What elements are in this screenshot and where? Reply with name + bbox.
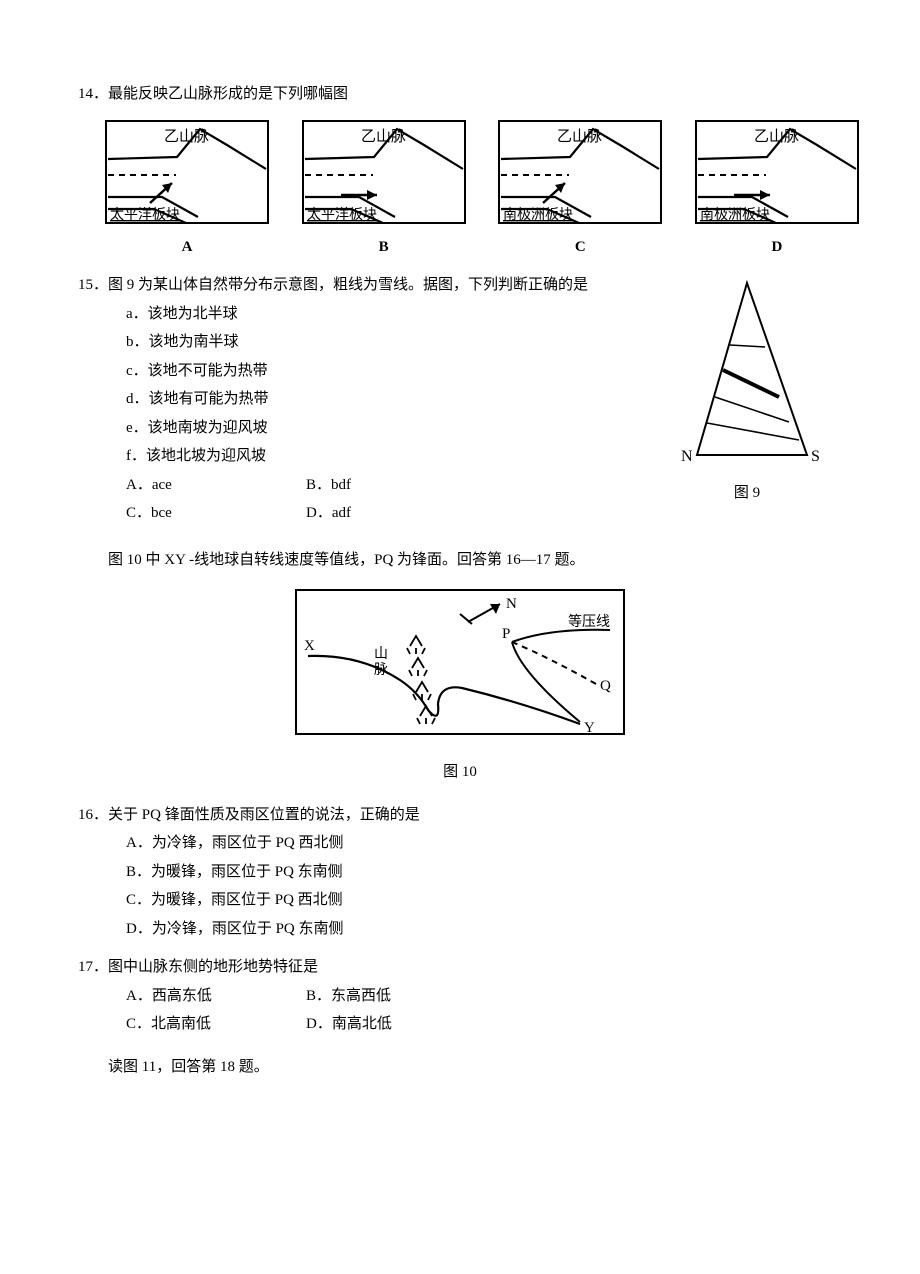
q15-sub-f: f．该地北坡为迎风坡	[126, 442, 652, 471]
fig10-q: Q	[600, 678, 611, 694]
q15-option-d: D．adf	[306, 499, 486, 528]
fig10-x: X	[304, 638, 315, 654]
fig10-caption: 图 10	[78, 758, 842, 787]
q14-fig-d: 乙山脉 南极洲板块 D	[692, 117, 862, 262]
q14-svg-d: 乙山脉 南极洲板块	[692, 117, 862, 227]
q14-option-c: C	[575, 233, 586, 262]
passage2-text: 读图 11，回答第 18 题。	[108, 1059, 269, 1075]
q16-stem: 16．关于 PQ 锋面性质及雨区位置的说法，正确的是	[78, 801, 842, 830]
fig10-n: N	[506, 596, 517, 612]
fig10-p: P	[502, 626, 510, 642]
q14-d-mountain-label: 乙山脉	[754, 128, 799, 145]
question-14: 14．最能反映乙山脉形成的是下列哪幅图 乙山脉 太平洋板块 A	[78, 80, 842, 261]
q14-stem: 14．最能反映乙山脉形成的是下列哪幅图	[78, 80, 842, 109]
q14-d-plate-label: 南极洲板块	[700, 207, 770, 223]
q15-stem: 15．图 9 为某山体自然带分布示意图，粗线为雪线。据图，下列判断正确的是	[78, 271, 652, 300]
q16-text: 关于 PQ 锋面性质及雨区位置的说法，正确的是	[108, 807, 420, 823]
q14-c-mountain-label: 乙山脉	[557, 128, 602, 145]
fig9-svg: N S	[667, 275, 827, 475]
q14-figure-row: 乙山脉 太平洋板块 A 乙山脉 太平洋板块 B	[102, 117, 862, 262]
q17-option-c: C．北高南低	[126, 1010, 306, 1039]
q16-option-a: A．为冷锋，雨区位于 PQ 西北侧	[126, 829, 842, 858]
q15-option-c: C．bce	[126, 499, 306, 528]
question-16: 16．关于 PQ 锋面性质及雨区位置的说法，正确的是 A．为冷锋，雨区位于 PQ…	[78, 801, 842, 944]
fig9-label-s: S	[811, 448, 820, 465]
figure-9: N S 图 9	[652, 275, 842, 508]
q17-options-row1: A．西高东低 B．东高西低	[78, 982, 842, 1011]
q14-svg-b: 乙山脉 太平洋板块	[299, 117, 469, 227]
figure-10: N X Y P Q 等压线 山 脉 图 10	[78, 584, 842, 787]
passage-fig11: 读图 11，回答第 18 题。	[108, 1053, 842, 1082]
fig10-mountains-icon	[407, 636, 435, 724]
q14-svg-a: 乙山脉 太平洋板块	[102, 117, 272, 227]
q17-stem: 17．图中山脉东侧的地形地势特征是	[78, 953, 842, 982]
fig10-svg: N X Y P Q 等压线 山 脉	[290, 584, 630, 754]
q16-number: 16．	[78, 807, 108, 823]
passage-fig10: 图 10 中 XY -线地球自转线速度等值线，PQ 为锋面。回答第 16—17 …	[108, 546, 842, 575]
q17-option-d: D．南高北低	[306, 1010, 486, 1039]
q14-c-plate-label: 南极洲板块	[503, 207, 573, 223]
q16-option-d: D．为冷锋，雨区位于 PQ 东南侧	[126, 915, 842, 944]
fig10-mountain-label-1: 山	[374, 646, 388, 662]
q14-b-mountain-label: 乙山脉	[361, 128, 406, 145]
fig10-y: Y	[584, 720, 595, 736]
q14-number: 14．	[78, 86, 108, 102]
q16-option-b: B．为暖锋，雨区位于 PQ 东南侧	[126, 858, 842, 887]
q14-svg-c: 乙山脉 南极洲板块	[495, 117, 665, 227]
q14-option-d: D	[772, 233, 783, 262]
q15-number: 15．	[78, 277, 108, 293]
q15-options-row2: C．bce D．adf	[78, 499, 652, 528]
fig10-mountain-label-2: 脉	[374, 662, 388, 678]
q14-fig-a: 乙山脉 太平洋板块 A	[102, 117, 272, 262]
fig9-caption: 图 9	[652, 479, 842, 508]
q15-option-a: A．ace	[126, 471, 306, 500]
q15-sub-d: d．该地有可能为热带	[126, 385, 652, 414]
q17-text: 图中山脉东侧的地形地势特征是	[108, 959, 318, 975]
q17-option-b: B．东高西低	[306, 982, 486, 1011]
q14-text: 最能反映乙山脉形成的是下列哪幅图	[108, 86, 348, 102]
fig10-isobar-label: 等压线	[568, 613, 610, 630]
q14-option-a: A	[182, 233, 193, 262]
q15-sub-a: a．该地为北半球	[126, 300, 652, 329]
q14-a-mountain-label: 乙山脉	[164, 128, 209, 145]
q15-text: 图 9 为某山体自然带分布示意图，粗线为雪线。据图，下列判断正确的是	[108, 277, 588, 293]
q15-sub-list: a．该地为北半球 b．该地为南半球 c．该地不可能为热带 d．该地有可能为热带 …	[78, 300, 652, 471]
q16-options: A．为冷锋，雨区位于 PQ 西北侧 B．为暖锋，雨区位于 PQ 东南侧 C．为暖…	[78, 829, 842, 943]
q17-option-a: A．西高东低	[126, 982, 306, 1011]
question-15: 15．图 9 为某山体自然带分布示意图，粗线为雪线。据图，下列判断正确的是 a．…	[78, 271, 842, 528]
q14-option-b: B	[379, 233, 389, 262]
q14-a-plate-label: 太平洋板块	[110, 207, 180, 223]
fig9-label-n: N	[681, 448, 693, 465]
question-17: 17．图中山脉东侧的地形地势特征是 A．西高东低 B．东高西低 C．北高南低 D…	[78, 953, 842, 1039]
q15-options-row1: A．ace B．bdf	[78, 471, 652, 500]
q14-fig-c: 乙山脉 南极洲板块 C	[495, 117, 665, 262]
passage1-text: 图 10 中 XY -线地球自转线速度等值线，PQ 为锋面。回答第 16—17 …	[108, 552, 585, 568]
q17-number: 17．	[78, 959, 108, 975]
q16-option-c: C．为暖锋，雨区位于 PQ 西北侧	[126, 886, 842, 915]
q14-b-plate-label: 太平洋板块	[307, 207, 377, 223]
q15-option-b: B．bdf	[306, 471, 486, 500]
q15-sub-c: c．该地不可能为热带	[126, 357, 652, 386]
q15-sub-e: e．该地南坡为迎风坡	[126, 414, 652, 443]
q14-fig-b: 乙山脉 太平洋板块 B	[299, 117, 469, 262]
q15-sub-b: b．该地为南半球	[126, 328, 652, 357]
q17-options-row2: C．北高南低 D．南高北低	[78, 1010, 842, 1039]
